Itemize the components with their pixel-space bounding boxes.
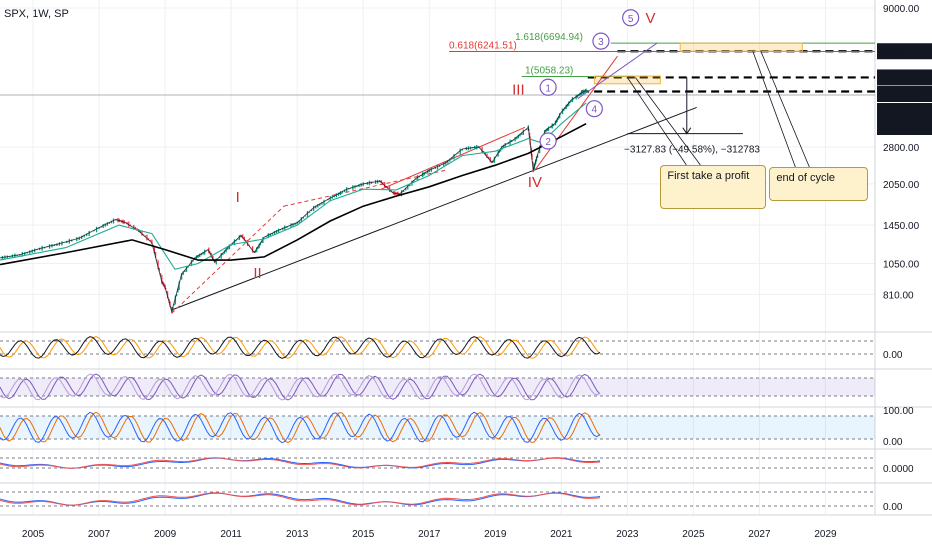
y-tick-label-4: 1050.00: [883, 259, 920, 270]
x-tick-label-4: 2013: [286, 529, 309, 540]
wave-label-7: 3: [598, 37, 604, 48]
price-label-bg-0: [877, 43, 932, 60]
y-tick-label-2: 2050.00: [883, 180, 920, 191]
measure-label: −3127.83 (−49.58%), −312783: [624, 145, 760, 156]
pane-bg-1: [0, 378, 875, 396]
wave-label-2: III: [512, 81, 525, 98]
callout-1[interactable]: end of cycle: [769, 167, 869, 201]
wave-circle-5: [539, 78, 557, 96]
x-tick-label-10: 2025: [682, 529, 705, 540]
price-label-bg-1: [877, 69, 932, 86]
price-label-1: 5018.34: [881, 73, 918, 84]
indicator-line-1-1: [0, 373, 601, 401]
callout-pointer-0: [627, 77, 687, 166]
wave-label-3: IV: [528, 174, 542, 191]
price-line: [0, 90, 587, 312]
wave-label-0: I: [236, 189, 240, 206]
wave-label-5: 1: [545, 83, 551, 94]
trendline-0: [171, 106, 697, 311]
indicator-line-2-0: [0, 411, 601, 444]
fib-label-0: 0.618(6241.51): [449, 41, 517, 52]
wave-circle-6: [539, 132, 557, 150]
wave-label-8: 4: [592, 105, 598, 116]
indicator-line-4-0: [0, 492, 601, 506]
callout-0[interactable]: First take a profit: [660, 165, 767, 209]
x-tick-label-3: 2011: [220, 529, 242, 540]
callout-pointer-b-1: [760, 51, 810, 168]
series-ma_black: [0, 122, 587, 266]
change-label: +321.34%: [881, 107, 926, 118]
y-tick-label-3: 1450.00: [883, 221, 920, 232]
indicator-ylabel2-2: 0.00: [883, 437, 903, 448]
price-label-3: 4259.12: [881, 123, 918, 134]
trendline-5: [577, 42, 658, 100]
x-tick-label-9: 2023: [616, 529, 639, 540]
x-tick-label-2: 2009: [154, 529, 177, 540]
indicator-line-2-1: [0, 411, 601, 444]
indicator-line-3-0: [0, 457, 601, 469]
y-tick-label-0: 9000.00: [883, 4, 920, 15]
x-tick-label-1: 2007: [88, 529, 111, 540]
target-box-0: [679, 42, 803, 52]
indicator-ylabel-4: 0.00: [883, 502, 903, 513]
wave-label-4: V: [645, 10, 655, 27]
indicator-line-0-0: [0, 336, 601, 359]
price-label-bg-3: [877, 119, 932, 135]
x-tick-label-0: 2005: [22, 529, 45, 540]
change-label-bg: [877, 103, 932, 119]
fib-label-2: 1(5058.23): [525, 66, 573, 77]
price-label-bg-2: [877, 86, 932, 102]
wave-circle-7: [592, 32, 610, 50]
indicator-line-4-1: [0, 492, 601, 506]
x-tick-label-11: 2027: [748, 529, 771, 540]
wave-circle-9: [622, 9, 640, 27]
wave-label-6: 2: [545, 137, 551, 148]
indicator-ylabel-3: 0.0000: [883, 464, 914, 475]
indicator-ylabel-0: 0.00: [883, 350, 903, 361]
wave-label-9: 5: [628, 14, 634, 25]
series-ma_green: [0, 102, 587, 270]
callout-pointer-b-0: [635, 77, 701, 166]
x-tick-label-12: 2029: [814, 529, 837, 540]
wave-circle-8: [585, 100, 603, 118]
trendline-4: [534, 55, 618, 171]
callout-pointer-1: [752, 51, 796, 168]
pane-bg-2: [0, 416, 875, 439]
fib-label-1: 1.618(6694.94): [515, 32, 583, 43]
indicator-line-3-1: [0, 457, 601, 469]
indicator-line-0-1: [0, 336, 601, 359]
x-tick-label-5: 2015: [352, 529, 375, 540]
price-label-2: 4458.57: [881, 90, 918, 101]
x-tick-label-6: 2017: [418, 529, 441, 540]
wave-label-1: II: [253, 265, 261, 282]
measure-arrow-head: [682, 127, 692, 135]
y-tick-label-5: 810.00: [883, 290, 914, 301]
indicator-line-1-0: [0, 373, 601, 401]
x-tick-label-8: 2021: [550, 529, 573, 540]
x-tick-label-7: 2019: [484, 529, 507, 540]
indicator-ylabel-2: 100.00: [883, 406, 914, 417]
target-box-1: [593, 75, 661, 85]
price-label-0: 6256.73: [881, 47, 918, 58]
y-tick-label-1: 2800.00: [883, 143, 920, 154]
symbol-title: SPX, 1W, SP: [4, 8, 69, 20]
